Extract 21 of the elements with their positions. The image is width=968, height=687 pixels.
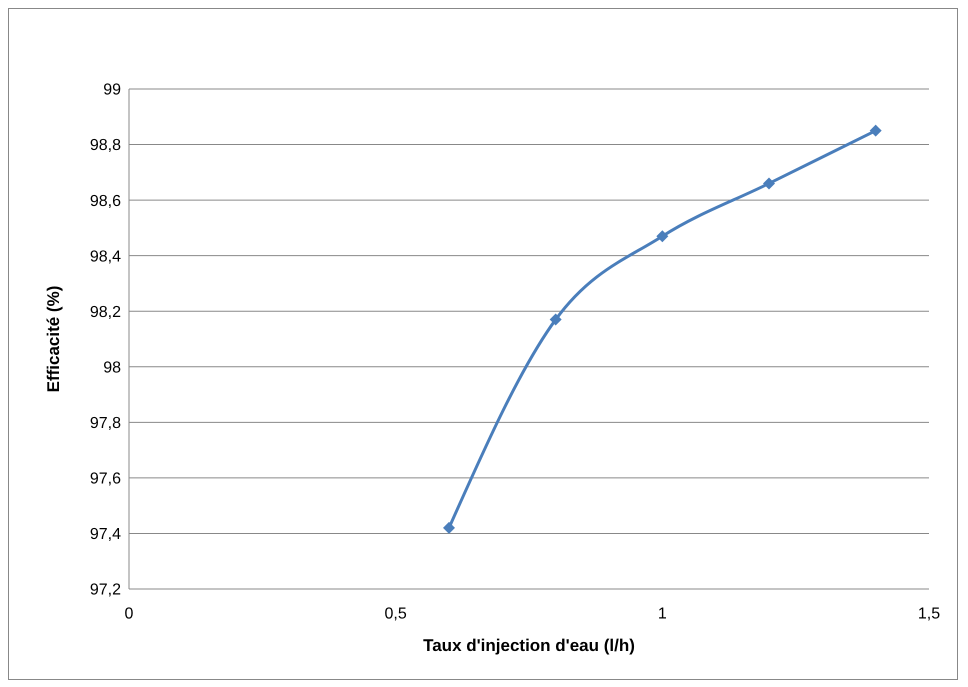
y-axis-title: Efficacité (%) bbox=[44, 286, 64, 392]
point bbox=[656, 230, 668, 242]
y-tick-label: 99 bbox=[103, 82, 122, 99]
point bbox=[550, 314, 562, 326]
y-tick-label: 97,4 bbox=[90, 526, 122, 544]
x-tick-label: 0,5 bbox=[384, 605, 407, 622]
y-tick-label: 97,8 bbox=[90, 415, 122, 432]
x-tick-label: 1,5 bbox=[918, 605, 940, 622]
y-tick-label: 98,2 bbox=[90, 304, 122, 321]
point bbox=[443, 522, 455, 534]
y-tick-label: 97,2 bbox=[90, 582, 122, 599]
x-tick-label: 0 bbox=[124, 605, 134, 622]
point bbox=[763, 177, 775, 190]
y-tick-label: 98,4 bbox=[90, 248, 122, 266]
x-tick-label: 1 bbox=[658, 605, 667, 622]
point bbox=[870, 124, 882, 137]
y-tick-label: 97,6 bbox=[90, 470, 122, 488]
y-tick-label: 98,8 bbox=[90, 137, 122, 154]
y-tick-label: 98,6 bbox=[90, 192, 122, 210]
y-tick-label: 98 bbox=[103, 359, 122, 376]
x-axis-title: Taux d'injection d'eau (l/h) bbox=[423, 636, 635, 655]
